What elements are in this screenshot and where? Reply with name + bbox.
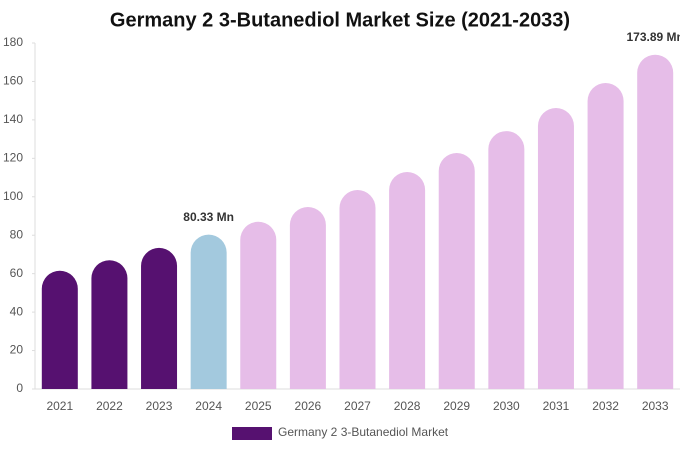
y-tick-label: 40 (10, 304, 24, 318)
x-tick-label: 2031 (543, 399, 570, 413)
legend-label: Germany 2 3-Butanediol Market (278, 425, 449, 439)
legend-swatch (232, 427, 272, 440)
value-label: 80.33 Mn (183, 210, 234, 224)
y-tick-label: 20 (10, 343, 24, 357)
x-tick-label: 2029 (443, 399, 470, 413)
x-tick-label: 2028 (394, 399, 421, 413)
bar (488, 131, 525, 390)
y-tick-label: 120 (3, 151, 23, 165)
y-tick-label: 0 (16, 381, 23, 395)
bar (537, 107, 574, 390)
y-tick-label: 140 (3, 112, 23, 126)
y-tick-label: 100 (3, 189, 23, 203)
x-tick-label: 2026 (295, 399, 322, 413)
x-tick-label: 2030 (493, 399, 520, 413)
y-tick-label: 180 (3, 35, 23, 49)
x-tick-label: 2021 (46, 399, 73, 413)
bar (389, 171, 426, 389)
y-tick-label: 160 (3, 74, 23, 88)
x-tick-label: 2025 (245, 399, 272, 413)
bar (141, 247, 178, 389)
bar (289, 206, 326, 389)
bar (190, 234, 227, 389)
bar (240, 221, 277, 389)
x-tick-label: 2033 (642, 399, 669, 413)
x-tick-label: 2022 (96, 399, 123, 413)
chart-title: Germany 2 3-Butanediol Market Size (2021… (110, 9, 570, 31)
value-label: 173.89 Mn (627, 30, 680, 44)
x-tick-label: 2032 (592, 399, 619, 413)
bar (91, 260, 128, 389)
x-tick-label: 2023 (146, 399, 173, 413)
y-tick-label: 80 (10, 227, 24, 241)
bar (438, 152, 475, 389)
bar (637, 54, 674, 389)
x-tick-label: 2027 (344, 399, 371, 413)
y-tick-label: 60 (10, 266, 24, 280)
bar (339, 190, 376, 389)
bar (587, 82, 624, 389)
x-tick-label: 2024 (195, 399, 222, 413)
bar (41, 270, 78, 389)
